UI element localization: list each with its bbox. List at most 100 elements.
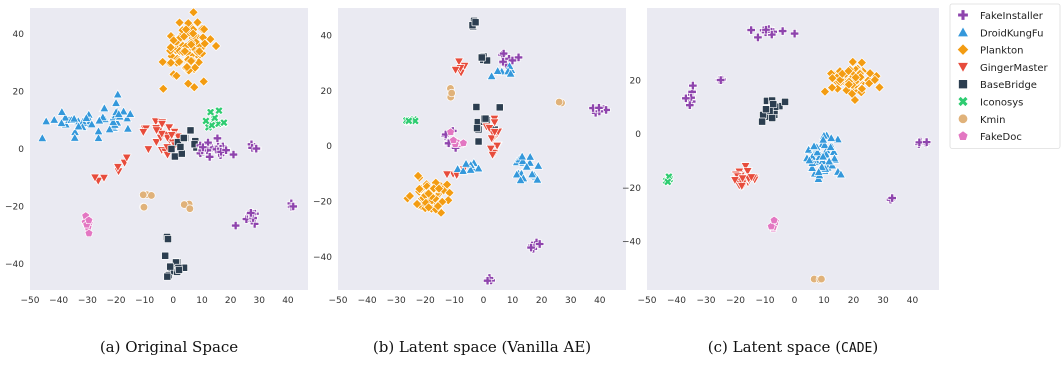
- point-kmin: [147, 191, 156, 200]
- point-fakeinstaller: [681, 93, 691, 103]
- x-tick-label: −10: [755, 296, 774, 306]
- point-gingermaster: [489, 118, 500, 128]
- x-tick-label: −50: [21, 296, 40, 306]
- x-tick-label: 30: [565, 296, 577, 306]
- point-droidkungfu: [452, 163, 463, 173]
- point-droidkungfu: [505, 68, 516, 78]
- point-gingermaster: [489, 128, 500, 138]
- point-gingermaster: [442, 170, 453, 180]
- point-plankton: [188, 8, 199, 18]
- point-basebridge: [768, 114, 777, 122]
- point-droidkungfu: [818, 134, 829, 144]
- point-droidkungfu: [525, 151, 536, 161]
- point-plankton: [165, 42, 176, 53]
- point-gingermaster: [121, 153, 132, 163]
- point-droidkungfu: [113, 108, 124, 118]
- point-fakeinstaller: [685, 100, 695, 110]
- point-basebridge: [481, 114, 490, 123]
- point-droidkungfu: [41, 116, 52, 126]
- point-gingermaster: [157, 120, 168, 130]
- x-tick-label: −40: [49, 296, 68, 306]
- point-plankton: [423, 202, 434, 213]
- panel-caption: (a) Original Space: [100, 338, 238, 356]
- point-droidkungfu: [527, 169, 538, 179]
- x-tick-label: 10: [196, 296, 208, 306]
- point-gingermaster: [156, 130, 167, 140]
- point-droidkungfu: [807, 162, 818, 172]
- x-tick-label: 20: [848, 296, 860, 306]
- point-fakeinstaller: [753, 32, 763, 42]
- point-plankton: [187, 28, 199, 39]
- point-gingermaster: [151, 138, 162, 148]
- point-droidkungfu: [473, 163, 484, 173]
- point-plankton: [433, 183, 445, 194]
- point-fakeinstaller: [716, 75, 726, 85]
- point-droidkungfu: [832, 134, 843, 144]
- point-droidkungfu: [515, 174, 526, 184]
- point-basebridge: [167, 145, 176, 153]
- point-fakeinstaller: [914, 137, 924, 147]
- legend-label: DroidKungFu: [980, 28, 1043, 39]
- point-fakeinstaller: [922, 137, 932, 147]
- point-droidkungfu: [511, 169, 522, 179]
- point-fakeinstaller: [526, 242, 536, 253]
- point-droidkungfu: [486, 70, 497, 80]
- panel-caption: (c) Latent space (CADE): [708, 338, 878, 356]
- x-tick-label: 0: [170, 296, 176, 306]
- point-plankton: [843, 79, 854, 90]
- y-tick-label: −20: [313, 198, 332, 208]
- point-droidkungfu: [99, 103, 110, 113]
- point-plankton: [171, 70, 182, 81]
- x-tick-label: −30: [78, 296, 97, 306]
- legend: FakeInstaller DroidKungFu Plankton GingerMa…: [949, 3, 1061, 149]
- point-basebridge: [176, 143, 185, 152]
- y-tick-label: 20: [321, 87, 333, 97]
- point-droidkungfu: [60, 112, 71, 122]
- panel-caption: (b) Latent space (Vanilla AE): [373, 338, 591, 356]
- point-gingermaster: [737, 174, 748, 184]
- point-plankton: [874, 82, 885, 93]
- point-fakeinstaller: [288, 201, 298, 211]
- x-tick-label: −30: [696, 296, 715, 306]
- point-droidkungfu: [532, 174, 543, 184]
- legend-marker-plankton: [956, 43, 970, 56]
- point-gingermaster: [485, 144, 496, 154]
- point-droidkungfu: [826, 132, 837, 142]
- point-fakeinstaller: [507, 55, 517, 66]
- panel-1: −50 −40 −30 −20 −10 0 10 20 30 40 −40 −20 0 20 40 (a) O…: [5, 8, 308, 356]
- plot-area: [338, 8, 626, 290]
- legend-item-gingermaster: GingerMaster: [956, 62, 1049, 74]
- legend-item-plankton: Plankton: [956, 43, 1023, 57]
- point-droidkungfu: [813, 166, 824, 176]
- point-droidkungfu: [108, 116, 119, 126]
- point-plankton: [441, 179, 453, 190]
- point-kmin: [554, 97, 564, 107]
- points: [37, 8, 298, 281]
- point-droidkungfu: [818, 151, 829, 161]
- x-tick-label: 40: [282, 296, 294, 306]
- legend-marker-basebridge: [958, 79, 968, 90]
- point-basebridge: [769, 100, 778, 109]
- point-plankton: [826, 82, 838, 93]
- point-fakedoc: [769, 215, 779, 225]
- point-droidkungfu: [458, 165, 469, 175]
- point-droidkungfu: [56, 106, 67, 116]
- x-tick-label: −20: [106, 296, 125, 306]
- legend-marker-fakeinstaller: [957, 9, 969, 21]
- point-fakeinstaller: [761, 25, 771, 35]
- point-basebridge: [179, 133, 188, 142]
- point-plankton: [819, 86, 831, 97]
- point-fakeinstaller: [513, 52, 524, 62]
- point-gingermaster: [164, 123, 175, 133]
- point-droidkungfu: [69, 132, 80, 142]
- legend-marker-iconosys: [957, 95, 969, 108]
- point-droidkungfu: [809, 140, 820, 150]
- legend-label: GingerMaster: [980, 63, 1049, 74]
- x-tick-label: 20: [225, 296, 237, 306]
- point-droidkungfu: [533, 160, 544, 170]
- point-plankton: [412, 170, 424, 182]
- point-iconosys: [206, 107, 216, 117]
- point-basebridge: [166, 262, 175, 271]
- y-tick-label: 40: [13, 30, 25, 40]
